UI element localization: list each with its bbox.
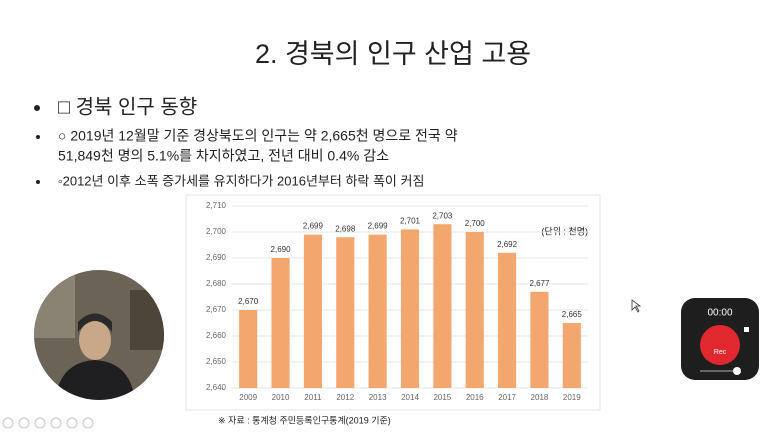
x-tick-label: 2014 xyxy=(401,393,419,402)
bar xyxy=(368,234,387,388)
data-label: 2,699 xyxy=(368,222,389,231)
y-tick-label: 2,690 xyxy=(206,253,227,262)
y-tick-label: 2,670 xyxy=(206,305,227,314)
y-tick-label: 2,660 xyxy=(206,331,227,340)
y-tick-label: 2,710 xyxy=(206,201,227,210)
bullet-dot xyxy=(36,180,40,184)
stop-icon[interactable] xyxy=(744,327,749,332)
toolbar[interactable] xyxy=(2,417,94,429)
bar xyxy=(530,291,549,388)
x-tick-label: 2019 xyxy=(563,393,581,402)
bar xyxy=(336,237,355,388)
data-label: 2,670 xyxy=(238,297,259,306)
source-note: ※ 자료 : 통계청 주민등록인구통계(2019 기준) xyxy=(218,414,391,425)
y-tick-label: 2,650 xyxy=(206,357,227,366)
x-tick-label: 2012 xyxy=(336,393,354,402)
data-label: 2,700 xyxy=(465,219,486,228)
bar xyxy=(239,310,258,388)
x-tick-label: 2009 xyxy=(239,393,257,402)
bar xyxy=(562,323,581,388)
cursor xyxy=(631,299,642,313)
bullet-dot xyxy=(34,105,40,111)
x-tick-label: 2016 xyxy=(466,393,484,402)
bullet-dot xyxy=(36,135,40,139)
recorder-time: 00:00 xyxy=(707,308,732,319)
chart-annotation: (단위 : 천명) xyxy=(541,226,588,236)
y-tick-label: 2,680 xyxy=(206,279,227,288)
rec-label[interactable]: Rec xyxy=(714,349,727,356)
bar xyxy=(400,229,420,388)
bullet-line: ◦2012년 이후 소폭 증가세를 유지하다가 2016년부터 하락 폭이 커짐 xyxy=(58,173,424,188)
data-label: 2,677 xyxy=(529,279,550,288)
x-tick-label: 2018 xyxy=(531,393,549,402)
y-tick-label: 2,700 xyxy=(206,227,227,236)
data-label: 2,665 xyxy=(562,310,583,319)
data-label: 2,698 xyxy=(335,224,356,233)
bar xyxy=(271,258,290,388)
bar xyxy=(433,224,452,388)
bar xyxy=(498,252,517,388)
data-label: 2,703 xyxy=(432,211,453,220)
slide-title: 2. 경북의 인구 산업 고용 xyxy=(255,39,531,69)
x-tick-label: 2017 xyxy=(498,393,516,402)
x-tick-label: 2013 xyxy=(369,393,387,402)
bullet-line: 51,849천 명의 5.1%를 차지하였고, 전년 대비 0.4% 감소 xyxy=(58,148,389,164)
data-label: 2,701 xyxy=(400,217,421,226)
x-tick-label: 2011 xyxy=(304,393,322,402)
slide-heading: □ 경북 인구 동향 xyxy=(58,95,197,118)
bar xyxy=(303,234,322,388)
chart: 2,640 2,650 2,660 2,670 2,680 2,690 2,700 2,710… xyxy=(206,201,588,402)
y-tick-label: 2,640 xyxy=(206,383,227,392)
x-tick-label: 2015 xyxy=(433,393,451,402)
rec-button[interactable] xyxy=(700,325,740,365)
data-label: 2,699 xyxy=(303,222,324,231)
volume-bar xyxy=(700,370,740,372)
bar xyxy=(465,232,484,388)
data-label: 2,692 xyxy=(497,240,518,249)
bullet-line: ○ 2019년 12월말 기준 경상북도의 인구는 약 2,665천 명으로 전… xyxy=(58,128,458,144)
data-label: 2,690 xyxy=(271,245,292,254)
volume-knob[interactable] xyxy=(733,367,741,375)
x-tick-label: 2010 xyxy=(272,393,290,402)
